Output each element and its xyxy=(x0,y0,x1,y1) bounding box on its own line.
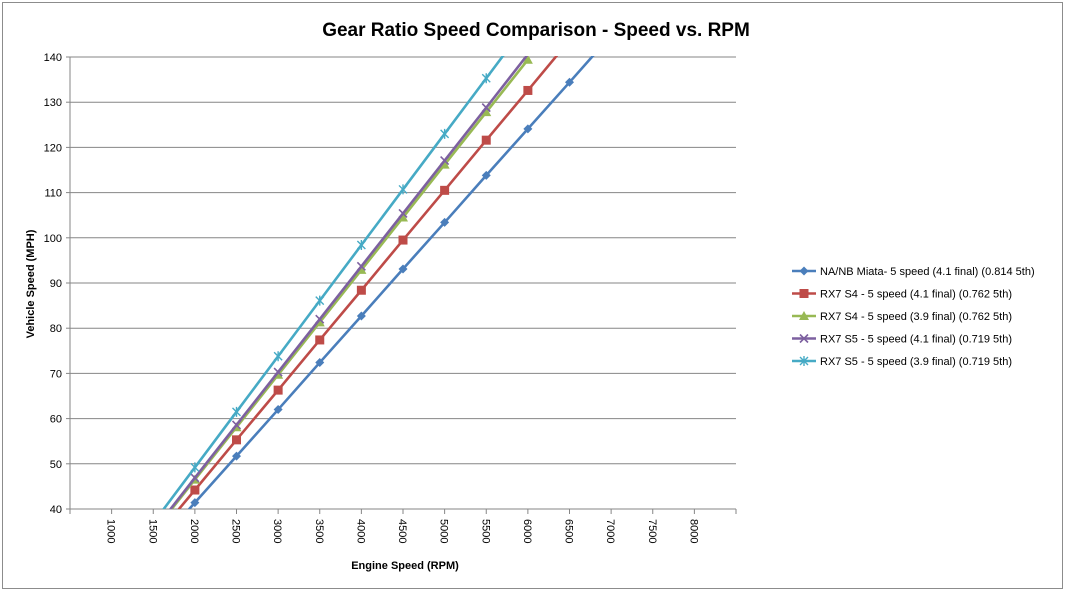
data-point xyxy=(398,184,408,195)
data-point xyxy=(190,473,200,483)
y-tick-label: 130 xyxy=(44,97,62,109)
y-axis-label: Vehicle Speed (MPH) xyxy=(25,229,37,338)
data-point xyxy=(565,77,574,87)
x-tick-label: 3500 xyxy=(313,519,325,543)
y-tick-label: 110 xyxy=(44,188,62,200)
x-tick-label: 5000 xyxy=(438,519,450,543)
data-point xyxy=(481,103,491,113)
x-tick-label: 1500 xyxy=(146,519,158,543)
data-point xyxy=(315,335,325,345)
x-tick-label: 8000 xyxy=(687,519,699,543)
y-tick-label: 50 xyxy=(50,459,62,471)
data-point xyxy=(440,217,450,227)
data-point xyxy=(356,261,366,271)
x-tick-label: 7500 xyxy=(646,519,658,543)
data-point xyxy=(440,128,450,139)
x-axis-label: Engine Speed (RPM) xyxy=(351,560,459,572)
data-point xyxy=(232,435,241,445)
data-point xyxy=(398,235,408,245)
data-point xyxy=(190,485,200,495)
x-tick-label: 5500 xyxy=(479,519,491,543)
x-tick-label: 7000 xyxy=(604,519,616,543)
series-5 xyxy=(162,56,505,509)
data-point xyxy=(190,462,200,473)
data-point xyxy=(273,385,283,395)
data-point xyxy=(481,135,491,145)
data-point xyxy=(440,155,450,166)
data-point xyxy=(232,451,241,461)
data-point xyxy=(481,73,491,84)
x-tick-label: 3000 xyxy=(271,519,283,543)
data-point xyxy=(439,159,450,169)
data-point xyxy=(481,107,492,117)
chart-svg: Gear Ratio Speed Comparison - Speed vs. … xyxy=(25,20,1035,572)
y-tick-labels: 40 50 60 70 80 90 100 110 120 130 140 xyxy=(44,52,62,516)
legend: NA/NB Miata- 5 speed (4.1 final) (0.814 … xyxy=(792,266,1035,368)
data-point xyxy=(523,85,533,95)
legend-swatch-marker xyxy=(799,311,809,320)
grid-lines xyxy=(70,56,736,465)
axes xyxy=(66,56,737,514)
legend-label: RX7 S4 - 5 speed (4.1 final) (0.762 5th) xyxy=(820,289,1012,301)
data-point xyxy=(523,124,533,134)
data-point xyxy=(398,264,408,274)
y-tick-label: 70 xyxy=(50,368,62,380)
x-tick-label: 1000 xyxy=(105,519,117,543)
legend-label: NA/NB Miata- 5 speed (4.1 final) (0.814 … xyxy=(820,266,1035,278)
data-point xyxy=(522,56,533,64)
data-point xyxy=(315,314,325,324)
data-point xyxy=(273,405,283,415)
x-tick-label: 6500 xyxy=(563,519,575,543)
series-1 xyxy=(187,56,595,509)
legend-label: RX7 S5 - 5 speed (3.9 final) (0.719 5th) xyxy=(820,356,1012,368)
y-tick-label: 100 xyxy=(44,233,62,245)
x-tick-label: 6000 xyxy=(521,519,533,543)
legend-item: RX7 S4 - 5 speed (3.9 final) (0.762 5th) xyxy=(792,311,1012,323)
legend-item: RX7 S5 - 5 speed (4.1 final) (0.719 5th) xyxy=(792,334,1012,346)
series-2 xyxy=(177,56,559,509)
y-tick-label: 80 xyxy=(50,323,62,335)
legend-item: RX7 S4 - 5 speed (4.1 final) (0.762 5th) xyxy=(792,289,1012,301)
y-tick-label: 140 xyxy=(44,52,62,64)
x-tick-labels: 1000 1500 2000 2500 3000 3500 4000 4500 5000 5500… xyxy=(105,519,700,543)
y-tick-label: 40 xyxy=(50,504,62,516)
series-line xyxy=(177,56,559,509)
legend-item: RX7 S5 - 5 speed (3.9 final) (0.719 5th) xyxy=(792,356,1012,368)
data-point xyxy=(231,420,242,430)
legend-swatch-marker xyxy=(799,289,809,298)
data-point xyxy=(481,170,491,180)
y-tick-label: 90 xyxy=(50,278,62,290)
y-tick-label: 120 xyxy=(44,142,62,154)
data-point xyxy=(315,358,325,368)
data-point xyxy=(356,264,367,274)
chart-title: Gear Ratio Speed Comparison - Speed vs. … xyxy=(322,20,750,41)
series-4 xyxy=(168,56,529,509)
x-tick-label: 2500 xyxy=(230,519,242,543)
data-point xyxy=(356,285,366,295)
legend-label: RX7 S5 - 5 speed (4.1 final) (0.719 5th) xyxy=(820,334,1012,346)
data-point xyxy=(315,295,325,306)
data-point xyxy=(273,351,283,362)
legend-item: NA/NB Miata- 5 speed (4.1 final) (0.814 … xyxy=(792,266,1035,278)
data-point xyxy=(398,208,408,218)
x-tick-label: 4000 xyxy=(354,519,366,543)
legend-label: RX7 S4 - 5 speed (3.9 final) (0.762 5th) xyxy=(820,311,1012,323)
data-point xyxy=(232,406,241,417)
legend-swatch-marker xyxy=(799,266,809,276)
x-tick-label: 2000 xyxy=(188,519,200,543)
data-point xyxy=(356,311,366,321)
data-point xyxy=(356,240,366,251)
legend-swatch-marker xyxy=(799,333,809,344)
data-point xyxy=(440,185,450,195)
data-point xyxy=(190,498,200,508)
y-tick-label: 60 xyxy=(50,414,62,426)
series-clip-group xyxy=(162,56,595,509)
series-layer xyxy=(162,56,595,509)
data-point xyxy=(273,367,283,377)
legend-swatch-marker xyxy=(799,356,809,366)
data-point xyxy=(398,212,408,222)
x-tick-label: 4500 xyxy=(396,519,408,543)
